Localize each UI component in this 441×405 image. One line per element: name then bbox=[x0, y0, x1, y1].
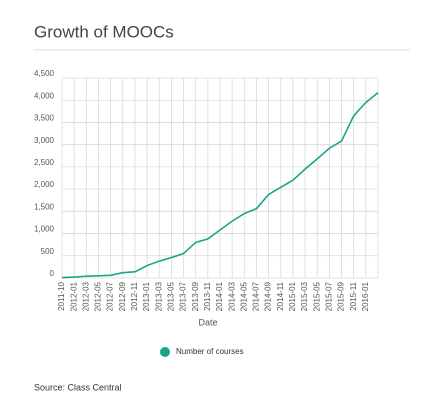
x-tick-label: 2013-07 bbox=[179, 281, 188, 311]
x-tick-label: 2013-09 bbox=[191, 281, 200, 311]
x-tick-label: 2012-07 bbox=[106, 281, 115, 311]
x-tick-label: 2013-03 bbox=[154, 281, 163, 311]
y-tick-label: 1,000 bbox=[34, 225, 55, 234]
x-tick-label: 2014-09 bbox=[264, 281, 273, 311]
x-tick-label: 2011-10 bbox=[57, 281, 66, 310]
y-tick-label: 2,000 bbox=[34, 180, 55, 189]
x-tick-label: 2015-11 bbox=[349, 281, 358, 310]
x-tick-label: 2015-05 bbox=[312, 281, 321, 311]
x-tick-label: 2014-11 bbox=[276, 281, 285, 310]
x-tick-label: 2012-05 bbox=[94, 281, 103, 311]
x-tick-label: 2012-09 bbox=[118, 281, 127, 311]
x-axis-title: Date bbox=[198, 317, 217, 327]
x-tick-label: 2015-07 bbox=[324, 281, 333, 311]
x-tick-label: 2014-01 bbox=[215, 281, 224, 311]
chart-title: Growth of MOOCs bbox=[34, 22, 174, 41]
x-tick-label: 2012-01 bbox=[69, 281, 78, 311]
x-tick-label: 2014-05 bbox=[239, 281, 248, 311]
source: Source: Class Central bbox=[34, 382, 122, 392]
y-tick-label: 4,000 bbox=[34, 91, 55, 100]
y-tick-label: 3,500 bbox=[34, 114, 55, 123]
legend-label: Number of courses bbox=[176, 347, 244, 356]
x-tick-label: 2014-03 bbox=[227, 281, 236, 311]
x-tick-label: 2013-11 bbox=[203, 281, 212, 310]
legend-swatch bbox=[160, 347, 170, 357]
y-tick-label: 500 bbox=[41, 247, 55, 256]
x-tick-label: 2015-09 bbox=[337, 281, 346, 311]
x-tick-label: 2013-05 bbox=[166, 281, 175, 311]
x-tick-label: 2013-01 bbox=[142, 281, 151, 311]
x-tick-label: 2014-07 bbox=[252, 281, 261, 311]
x-tick-label: 2015-01 bbox=[288, 281, 297, 311]
y-tick-label: 0 bbox=[50, 269, 55, 278]
y-tick-label: 1,500 bbox=[34, 202, 55, 211]
y-tick-label: 4,500 bbox=[34, 69, 55, 78]
line bbox=[61, 92, 379, 279]
x-tick-label: 2012-11 bbox=[130, 281, 139, 310]
x-tick-label: 2016-01 bbox=[361, 281, 370, 311]
y-tick-label: 3,000 bbox=[34, 136, 55, 145]
x-tick-label: 2015-03 bbox=[300, 281, 309, 311]
x-tick-label: 2012-03 bbox=[81, 281, 90, 311]
y-tick-label: 2,500 bbox=[34, 158, 55, 167]
